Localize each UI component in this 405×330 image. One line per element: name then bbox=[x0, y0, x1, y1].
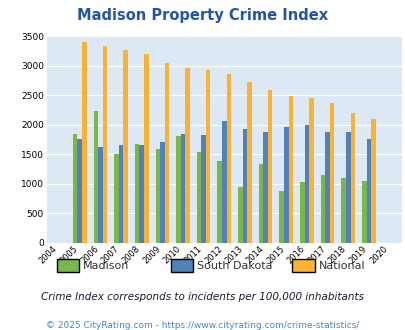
Bar bbox=[329, 104, 334, 243]
Bar bbox=[134, 144, 139, 243]
Bar bbox=[176, 137, 180, 243]
Bar bbox=[370, 119, 375, 243]
Bar bbox=[309, 98, 313, 243]
Bar bbox=[247, 82, 251, 243]
Bar bbox=[222, 121, 226, 243]
Text: Madison Property Crime Index: Madison Property Crime Index bbox=[77, 8, 328, 23]
Bar bbox=[341, 178, 345, 243]
Bar bbox=[144, 54, 148, 243]
Bar bbox=[361, 181, 366, 243]
Bar bbox=[98, 147, 102, 243]
Bar bbox=[350, 113, 354, 243]
Text: National: National bbox=[318, 261, 364, 271]
Bar bbox=[123, 50, 128, 243]
Bar bbox=[73, 134, 77, 243]
Bar bbox=[299, 182, 304, 243]
Bar bbox=[102, 46, 107, 243]
Bar bbox=[185, 68, 190, 243]
Bar bbox=[324, 132, 329, 243]
Bar bbox=[258, 164, 263, 243]
Bar bbox=[238, 187, 242, 243]
Bar bbox=[196, 152, 201, 243]
Bar bbox=[155, 149, 160, 243]
Bar bbox=[139, 145, 144, 243]
Bar bbox=[267, 90, 272, 243]
Bar bbox=[284, 127, 288, 243]
Bar bbox=[263, 132, 267, 243]
Bar bbox=[180, 134, 185, 243]
Bar bbox=[320, 175, 324, 243]
Bar bbox=[160, 142, 164, 243]
Bar bbox=[205, 71, 210, 243]
Bar bbox=[226, 74, 230, 243]
Bar bbox=[288, 96, 292, 243]
Bar bbox=[345, 132, 350, 243]
Bar bbox=[304, 125, 309, 243]
Bar bbox=[77, 139, 82, 243]
Bar bbox=[279, 191, 284, 243]
Bar bbox=[93, 111, 98, 243]
Bar bbox=[242, 129, 247, 243]
Bar bbox=[114, 154, 119, 243]
Text: © 2025 CityRating.com - https://www.cityrating.com/crime-statistics/: © 2025 CityRating.com - https://www.city… bbox=[46, 321, 359, 330]
Bar bbox=[217, 161, 222, 243]
Bar bbox=[366, 139, 370, 243]
Text: South Dakota: South Dakota bbox=[196, 261, 272, 271]
Text: Madison: Madison bbox=[83, 261, 129, 271]
Bar bbox=[201, 135, 205, 243]
Bar bbox=[164, 63, 169, 243]
Bar bbox=[119, 145, 123, 243]
Text: Crime Index corresponds to incidents per 100,000 inhabitants: Crime Index corresponds to incidents per… bbox=[41, 292, 364, 302]
Bar bbox=[82, 42, 86, 243]
